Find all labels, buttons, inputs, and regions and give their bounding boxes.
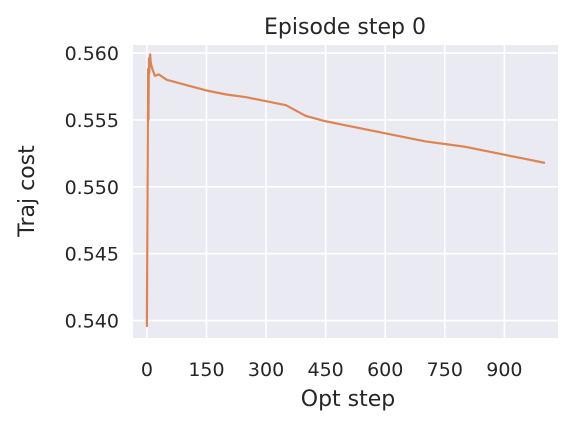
y-tick-label-3: 0.555 [65,110,119,132]
x-tick-label-5: 750 [427,359,463,381]
y-tick-label-1: 0.545 [65,244,119,266]
x-tick-label-4: 600 [367,359,403,381]
x-axis-label: Opt step [301,387,396,412]
chart-title: Episode step 0 [264,15,426,40]
y-tick-label-0: 0.540 [65,311,119,333]
x-tick-label-1: 150 [188,359,224,381]
y-axis-label: Traj cost [15,145,40,238]
plot-background [133,45,558,338]
y-ticks: 0.540 0.545 0.550 0.555 0.560 [65,43,119,333]
x-tick-label-3: 450 [308,359,344,381]
series-group [145,53,546,328]
y-tick-label-2: 0.550 [65,177,119,199]
series-line-0 [145,53,546,328]
x-tick-label-6: 900 [486,359,522,381]
x-tick-label-2: 300 [248,359,284,381]
x-tick-label-0: 0 [141,359,153,381]
y-tick-label-4: 0.560 [65,43,119,65]
grid [133,45,558,338]
x-ticks: 0 150 300 450 600 750 900 [141,359,523,381]
